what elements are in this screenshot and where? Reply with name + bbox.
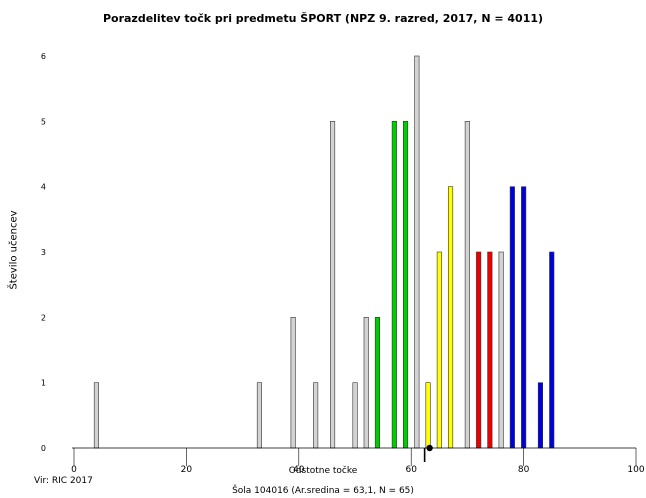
x-tick-label: 40 bbox=[293, 465, 305, 475]
bar bbox=[414, 55, 420, 449]
y-tick-label: 4 bbox=[41, 183, 46, 192]
bar bbox=[363, 316, 369, 449]
x-tick-label: 20 bbox=[181, 465, 193, 475]
bar bbox=[509, 186, 515, 449]
bar bbox=[521, 186, 527, 449]
bar bbox=[374, 316, 381, 449]
source-note: Vir: RIC 2017 bbox=[34, 476, 93, 486]
bar bbox=[549, 251, 555, 449]
bar bbox=[537, 382, 544, 449]
chart-subtitle: Šola 104016 (Ar.sredina = 63,1, N = 65) bbox=[232, 486, 414, 496]
y-tick-label: 2 bbox=[41, 313, 46, 322]
bar bbox=[290, 316, 296, 449]
bar bbox=[93, 382, 99, 449]
bar bbox=[447, 186, 454, 449]
bar bbox=[313, 382, 319, 449]
y-tick-label: 6 bbox=[41, 52, 46, 61]
bar bbox=[498, 251, 504, 449]
bar bbox=[391, 121, 397, 449]
chart-title: Porazdelitev točk pri predmetu ŠPORT (NP… bbox=[102, 12, 544, 25]
bar bbox=[464, 121, 470, 449]
y-tick-label: 0 bbox=[41, 444, 46, 453]
x-tick-label: 0 bbox=[71, 465, 77, 475]
bar bbox=[256, 382, 263, 449]
bar bbox=[487, 251, 493, 449]
bar bbox=[476, 251, 482, 449]
bar bbox=[436, 251, 442, 449]
bar bbox=[402, 121, 409, 449]
y-tick-label: 1 bbox=[41, 379, 46, 388]
y-tick-label: 5 bbox=[41, 117, 46, 126]
bar bbox=[425, 382, 431, 449]
x-axis-label: Odstotne točke bbox=[288, 466, 358, 476]
y-tick-label: 3 bbox=[41, 248, 46, 257]
x-tick-label: 60 bbox=[405, 465, 417, 475]
mean-marker bbox=[426, 444, 433, 452]
bar bbox=[352, 382, 358, 449]
bar bbox=[329, 121, 336, 449]
x-tick-label: 100 bbox=[627, 465, 644, 475]
x-tick-label: 80 bbox=[518, 465, 530, 475]
